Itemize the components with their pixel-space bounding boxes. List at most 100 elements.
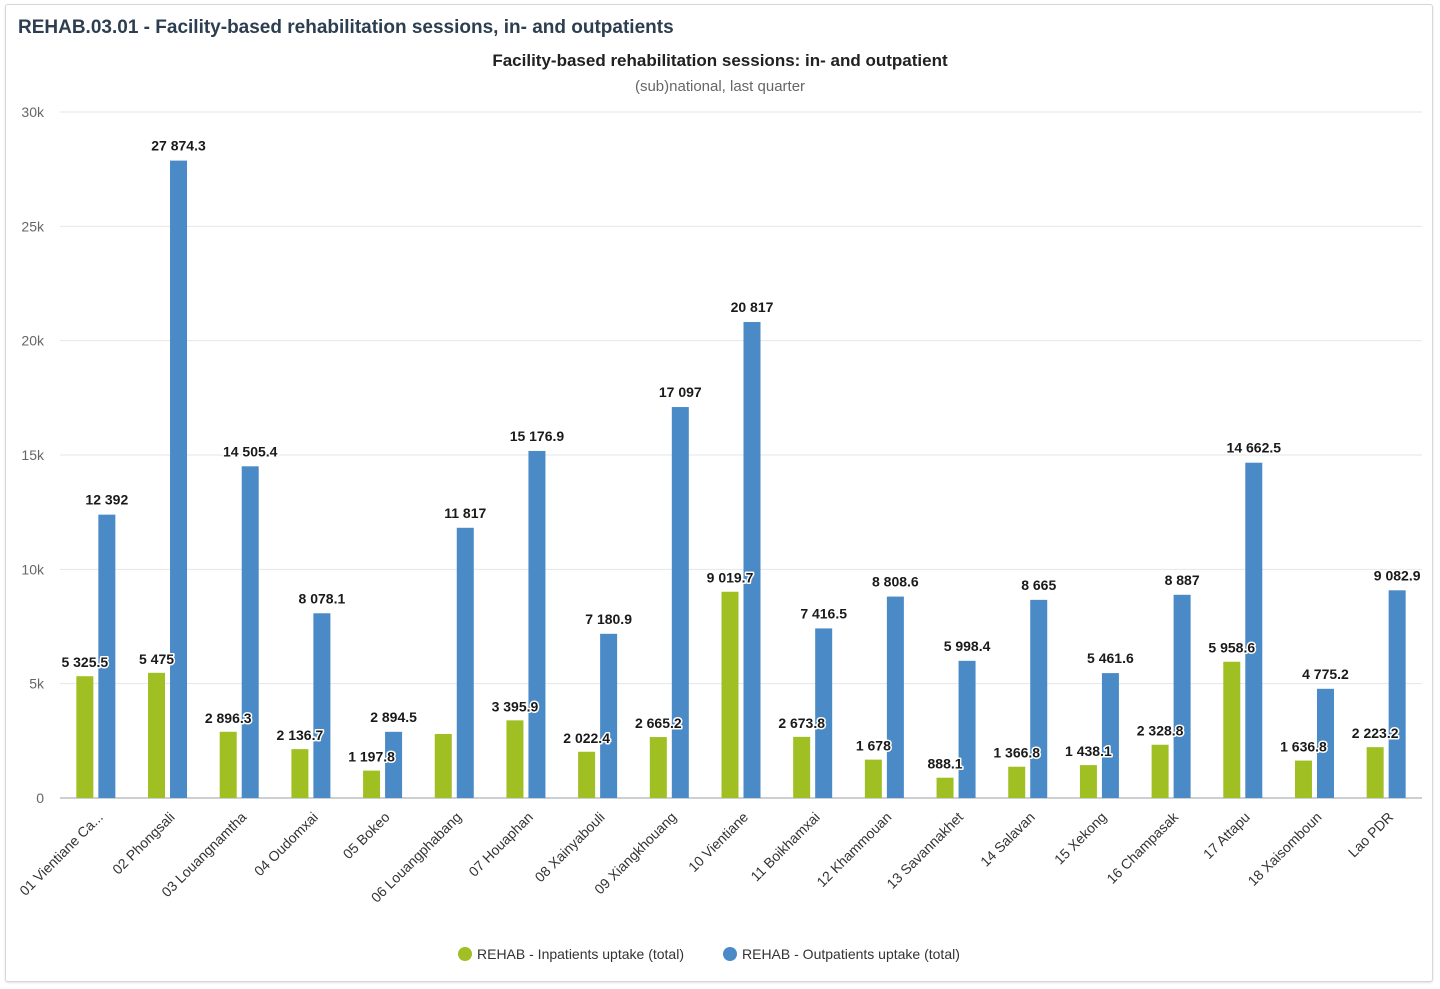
data-label-inpatients: 3 395.9	[492, 698, 539, 714]
data-label-inpatients: 2 022.4	[563, 730, 610, 746]
y-tick-label: 5k	[29, 676, 45, 692]
data-label-outpatients: 2 894.5	[370, 709, 417, 725]
bar-outpatients[interactable]	[456, 527, 474, 798]
data-label-outpatients: 7 416.5	[800, 605, 847, 621]
x-tick-label: 07 Houaphan	[465, 809, 536, 880]
data-label-outpatients: 27 874.3	[151, 138, 206, 154]
bar-inpatients[interactable]	[1294, 760, 1312, 798]
y-tick-label: 30k	[21, 104, 45, 120]
bar-outpatients[interactable]	[958, 660, 976, 798]
bars	[76, 160, 1406, 798]
bar-inpatients[interactable]	[936, 777, 954, 798]
data-label-inpatients: 2 896.3	[205, 710, 252, 726]
bar-outpatients[interactable]	[98, 514, 116, 798]
data-label-inpatients: 9 019.7	[707, 570, 754, 586]
x-tick-label: 10 Vientiane	[685, 809, 751, 875]
data-label-outpatients: 14 662.5	[1227, 440, 1282, 456]
bar-outpatients[interactable]	[1173, 594, 1191, 798]
bar-outpatients[interactable]	[1245, 462, 1263, 798]
data-label-inpatients: 5 325.5	[61, 654, 108, 670]
bar-inpatients[interactable]	[148, 672, 166, 798]
bar-outpatients[interactable]	[241, 466, 259, 798]
bar-inpatients[interactable]	[434, 733, 452, 798]
data-label-inpatients: 2 223.2	[1352, 725, 1399, 741]
x-tick-label: Lao PDR	[1345, 809, 1396, 860]
y-tick-label: 0	[36, 790, 44, 806]
data-label-outpatients: 14 505.4	[223, 443, 278, 459]
data-label-inpatients: 2 673.8	[778, 715, 825, 731]
legend-marker[interactable]	[458, 947, 472, 961]
bar-outpatients[interactable]	[671, 407, 689, 798]
bar-outpatients[interactable]	[600, 633, 618, 798]
data-label-outpatients: 4 775.2	[1302, 666, 1349, 682]
bar-inpatients[interactable]	[1151, 744, 1169, 798]
data-label-outpatients: 15 176.9	[510, 428, 565, 444]
bar-outpatients[interactable]	[1030, 599, 1048, 798]
bar-outpatients[interactable]	[528, 450, 546, 798]
bar-inpatients[interactable]	[864, 759, 882, 798]
y-tick-label: 20k	[21, 333, 45, 349]
x-tick-label: 11 Boikhamxai	[747, 809, 823, 885]
bar-outpatients[interactable]	[385, 731, 403, 798]
data-labels: 5 325.5 12 392 5 475 27 874.3 2 896.3 14 505.…	[60, 136, 1422, 773]
data-label-outpatients: 5 461.6	[1087, 650, 1134, 666]
bar-outpatients[interactable]	[1101, 673, 1119, 798]
bar-inpatients[interactable]	[649, 737, 667, 798]
x-tick-label: 16 Champasak	[1103, 808, 1182, 887]
data-label-outpatients: 8 887	[1165, 572, 1200, 588]
x-tick-label: 01 Vientiane Ca...	[16, 809, 106, 899]
data-label-inpatients: 888.1	[928, 756, 963, 772]
bar-inpatients[interactable]	[1366, 747, 1384, 798]
bar-outpatients[interactable]	[1388, 590, 1406, 798]
chart-subtitle: (sub)national, last quarter	[635, 78, 805, 95]
bar-outpatients[interactable]	[886, 596, 904, 798]
legend-label[interactable]: REHAB - Outpatients uptake (total)	[742, 946, 960, 962]
y-tick-label: 15k	[21, 447, 45, 463]
data-label-outpatients: 11 817	[444, 505, 486, 521]
legend-label[interactable]: REHAB - Inpatients uptake (total)	[477, 946, 684, 962]
bar-outpatients[interactable]	[313, 613, 331, 798]
data-label-outpatients: 9 082.9	[1374, 567, 1421, 583]
x-tick-label: 04 Oudomxai	[251, 809, 321, 879]
data-label-inpatients: 1 197.8	[348, 749, 395, 765]
bar-inpatients[interactable]	[506, 720, 524, 798]
x-tick-label: 14 Salavan	[977, 809, 1038, 870]
bar-inpatients[interactable]	[1223, 661, 1241, 798]
bar-inpatients[interactable]	[219, 731, 237, 798]
x-tick-label: 12 Khammouan	[813, 809, 894, 890]
bar-inpatients[interactable]	[721, 591, 739, 798]
bar-inpatients[interactable]	[1008, 766, 1026, 798]
bar-inpatients[interactable]	[76, 676, 94, 798]
data-label-inpatients: 2 136.7	[277, 727, 324, 743]
data-label-outpatients: 17 097	[659, 384, 702, 400]
data-label-inpatients: 1 636.8	[1280, 739, 1327, 755]
x-tick-label: 15 Xekong	[1051, 809, 1110, 868]
bar-outpatients[interactable]	[743, 321, 761, 798]
bar-outpatients[interactable]	[815, 628, 833, 798]
bar-inpatients[interactable]	[363, 770, 381, 798]
data-label-outpatients: 20 817	[731, 299, 774, 315]
x-tick-label: 17 Attapu	[1200, 809, 1253, 862]
legend-marker[interactable]	[723, 947, 737, 961]
data-label-inpatients: 2 328.8	[1137, 723, 1184, 739]
bar-inpatients[interactable]	[793, 736, 811, 798]
x-tick-label: 18 Xaisomboun	[1244, 809, 1324, 889]
x-tick-label: 08 Xainyabouli	[531, 809, 607, 885]
card-title: REHAB.03.01 - Facility-based rehabilitat…	[18, 17, 674, 38]
bar-outpatients[interactable]	[1316, 688, 1334, 798]
y-tick-label: 25k	[21, 218, 45, 234]
x-tick-label: 05 Bokeo	[340, 809, 393, 862]
bar-outpatients[interactable]	[170, 160, 188, 798]
x-tick-label: 13 Savannakhet	[883, 809, 966, 892]
bar-inpatients[interactable]	[578, 751, 596, 798]
legend: REHAB - Inpatients uptake (total) REHAB -…	[458, 946, 960, 962]
data-label-inpatients: 1 678	[856, 738, 891, 754]
data-label-inpatients: 5 475	[139, 651, 174, 667]
chart-title: Facility-based rehabilitation sessions: …	[492, 51, 948, 70]
data-label-outpatients: 8 665	[1021, 577, 1056, 593]
bar-inpatients[interactable]	[291, 749, 309, 798]
bar-inpatients[interactable]	[1079, 765, 1097, 798]
data-label-inpatients: 1 366.8	[993, 745, 1040, 761]
